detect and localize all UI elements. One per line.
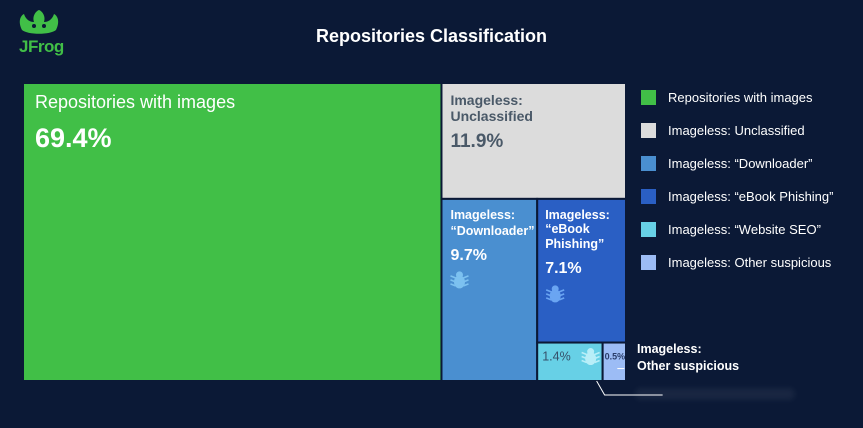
tile-value: 11.9%: [450, 131, 503, 152]
legend-label: Repositories with images: [668, 90, 813, 105]
tile-value: 1.4%: [542, 350, 571, 364]
legend-item: Repositories with images: [641, 81, 856, 114]
legend-swatch: [641, 123, 656, 138]
tile-label: Repositories with images: [35, 92, 235, 112]
tile-label: “eBook: [545, 222, 590, 236]
blurred-annotation: [635, 388, 795, 400]
legend-swatch: [641, 156, 656, 171]
tile-label: Imageless:: [545, 208, 610, 222]
logo-text: JFrog: [19, 37, 64, 56]
callout-line: Other suspicious: [637, 359, 740, 373]
callout-line: [596, 380, 663, 396]
tile-label: Imageless:: [450, 208, 515, 222]
legend-label: Imageless: “eBook Phishing”: [668, 189, 834, 204]
tile-value: 0.5%: [605, 352, 626, 362]
callout-line: Imageless:: [637, 342, 702, 356]
legend-item: Imageless: “Downloader”: [641, 147, 856, 180]
frog-icon: [19, 10, 59, 34]
bug-icon: [581, 348, 600, 366]
legend-label: Imageless: Unclassified: [668, 123, 805, 138]
tile-imageless-ebook-phishing: [536, 197, 627, 344]
tile-imageless-downloader: [440, 197, 539, 382]
tile-label: Unclassified: [450, 108, 532, 124]
legend-label: Imageless: “Website SEO”: [668, 222, 821, 237]
legend-label: Imageless: “Downloader”: [668, 156, 813, 171]
legend-item: Imageless: “eBook Phishing”: [641, 180, 856, 213]
tile-label: “Downloader”: [450, 224, 534, 238]
legend-swatch: [641, 90, 656, 105]
callout-other-suspicious: Imageless: Other suspicious: [637, 341, 739, 375]
bug-icon: [450, 271, 469, 289]
tile-label: Imageless:: [450, 92, 522, 108]
tile-value: 7.1%: [545, 260, 581, 277]
legend-item: Imageless: Unclassified: [641, 114, 856, 147]
legend-label: Imageless: Other suspicious: [668, 255, 832, 270]
chart-title: Repositories Classification: [315, 26, 548, 46]
legend-swatch: [641, 222, 656, 237]
legend-swatch: [641, 189, 656, 204]
bug-icon: [545, 285, 565, 303]
legend: Repositories with images Imageless: Uncl…: [641, 81, 856, 279]
tile-value: 9.7%: [450, 247, 486, 264]
tile-label: Phishing”: [545, 237, 604, 251]
legend-item: Imageless: Other suspicious: [641, 246, 856, 279]
legend-item: Imageless: “Website SEO”: [641, 213, 856, 246]
tile-imageless-other-suspicious: [601, 341, 627, 382]
tile-repositories-with-images: [22, 82, 443, 382]
legend-swatch: [641, 255, 656, 270]
tile-value: 69.4%: [35, 123, 112, 153]
